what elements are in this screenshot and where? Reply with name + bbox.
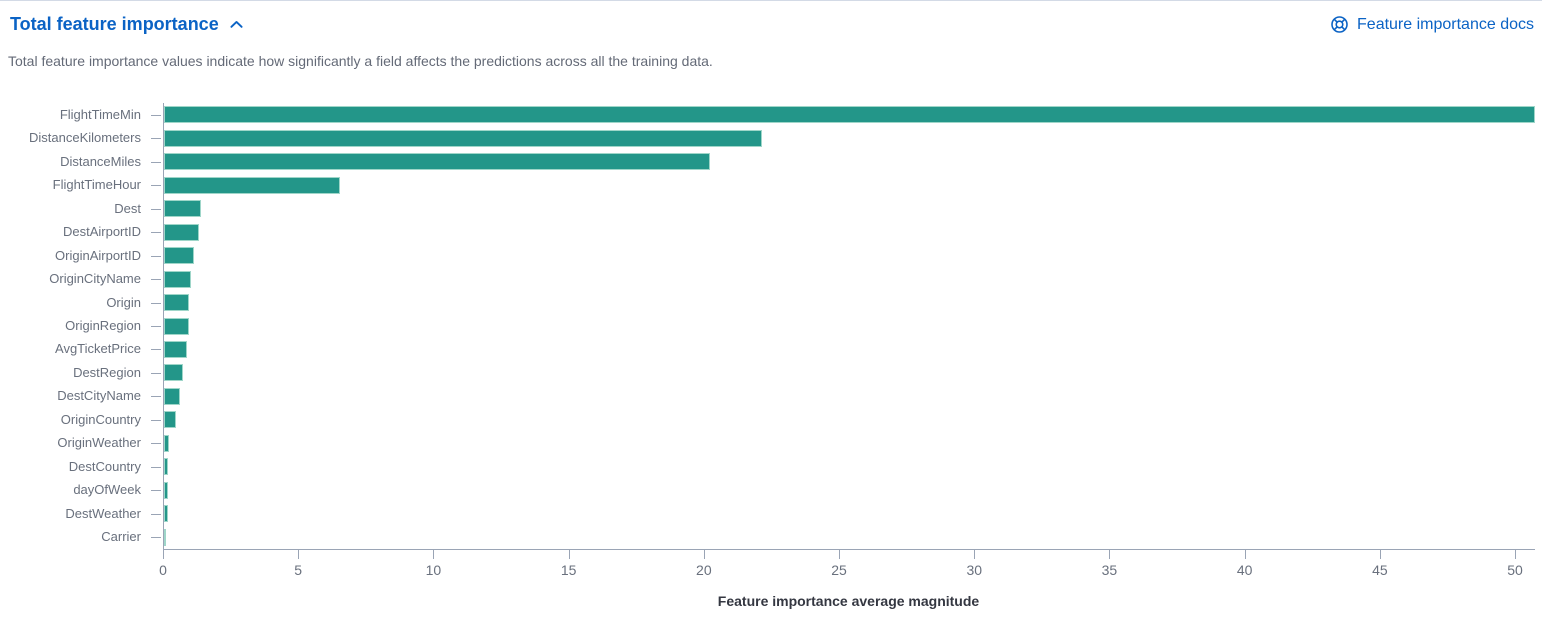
y-category-label: OriginRegion (65, 318, 141, 333)
y-tick (151, 114, 161, 116)
x-tick (163, 550, 164, 559)
x-tick-label: 45 (1372, 562, 1388, 578)
lifebuoy-docs-icon (1331, 16, 1348, 33)
x-tick-label: 30 (966, 562, 983, 578)
y-category-label: DestAirportID (62, 224, 141, 240)
x-tick-label: 5 (294, 562, 303, 578)
bar (164, 387, 181, 405)
bar (164, 129, 762, 147)
y-tick (151, 255, 161, 257)
y-tick (151, 490, 161, 492)
y-tick (151, 232, 161, 234)
x-tick-label: 35 (1101, 562, 1118, 578)
bar (164, 153, 711, 171)
x-tick (974, 550, 976, 559)
docs-link-label: Feature importance docs (1357, 15, 1534, 33)
y-tick (151, 513, 161, 515)
x-tick-label: 0 (159, 562, 167, 578)
y-category-label: DistanceMiles (60, 153, 141, 169)
bar (164, 317, 189, 335)
y-category-label: dayOfWeek (73, 482, 141, 498)
bar (164, 176, 340, 194)
chevron-up-icon (230, 20, 243, 28)
y-tick (151, 466, 161, 468)
y-category-label: Carrier (101, 529, 141, 545)
x-tick-label: 50 (1507, 562, 1523, 578)
y-category-label: OriginAirportID (55, 247, 141, 263)
x-tick (433, 550, 435, 559)
x-tick (1379, 550, 1381, 559)
x-tick (839, 550, 841, 559)
y-category-label: OriginCityName (49, 271, 141, 287)
bar (164, 458, 169, 476)
y-category-label: DistanceKilometers (29, 130, 141, 146)
y-category-label: DestCityName (57, 388, 141, 404)
x-tick-label: 25 (831, 562, 847, 578)
x-tick-label: 40 (1236, 562, 1253, 578)
y-category-label: DestRegion (73, 364, 141, 380)
y-category-label: DestCountry (68, 458, 141, 474)
y-category-label: OriginWeather (57, 435, 141, 451)
y-category-label: AvgTicketPrice (55, 341, 141, 357)
section-collapse-toggle[interactable]: Total feature importance (10, 14, 245, 35)
bar (164, 481, 169, 499)
y-tick (151, 537, 161, 539)
y-tick (151, 349, 161, 351)
bar (164, 106, 1535, 124)
feature-importance-docs-link[interactable]: Feature importance docs (1330, 15, 1534, 34)
bar (164, 505, 168, 523)
section-description: Total feature importance values indicate… (8, 53, 713, 69)
y-tick (151, 302, 161, 304)
x-tick (1244, 550, 1246, 559)
x-tick (1109, 550, 1111, 559)
y-category-label: FlightTimeHour (52, 177, 141, 193)
bar (164, 434, 169, 452)
bar (164, 223, 200, 241)
x-tick (568, 550, 570, 559)
y-tick (151, 372, 161, 374)
bar (164, 528, 166, 546)
x-tick-label: 10 (425, 562, 442, 578)
x-axis-title: Feature importance average magnitude (717, 593, 980, 609)
y-category-label: OriginCountry (60, 411, 141, 427)
x-tick (298, 550, 300, 559)
y-category-label: Origin (106, 294, 141, 310)
x-tick-label: 20 (696, 562, 712, 578)
x-tick (1515, 550, 1517, 559)
bar (164, 200, 202, 218)
x-tick (703, 550, 705, 559)
y-tick (151, 161, 161, 163)
bar (164, 340, 188, 358)
panel-header: Total feature importance Feature importa… (10, 14, 1534, 35)
y-tick (151, 419, 161, 421)
section-title: Total feature importance (10, 14, 219, 34)
y-category-label: DestWeather (65, 505, 141, 521)
y-tick (151, 138, 161, 140)
y-category-label: FlightTimeMin (59, 106, 141, 122)
y-tick (151, 185, 161, 187)
y-category-label: Dest (114, 200, 141, 216)
x-axis-line (163, 549, 1535, 550)
y-tick (151, 396, 161, 398)
x-tick-label: 15 (560, 562, 577, 578)
y-tick (151, 208, 161, 210)
y-tick (151, 279, 161, 281)
bar (164, 411, 176, 429)
bar (164, 270, 192, 288)
y-axis-line (163, 103, 164, 550)
bar (164, 364, 184, 382)
y-tick (151, 443, 161, 445)
y-tick (151, 326, 161, 327)
bar (164, 294, 190, 312)
bar (164, 247, 194, 265)
